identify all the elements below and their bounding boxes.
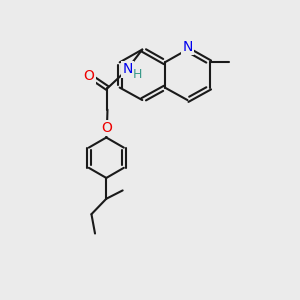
Text: N: N: [122, 62, 133, 76]
Text: N: N: [182, 40, 193, 54]
Text: O: O: [84, 69, 94, 83]
Text: O: O: [101, 121, 112, 135]
Text: H: H: [133, 68, 142, 81]
